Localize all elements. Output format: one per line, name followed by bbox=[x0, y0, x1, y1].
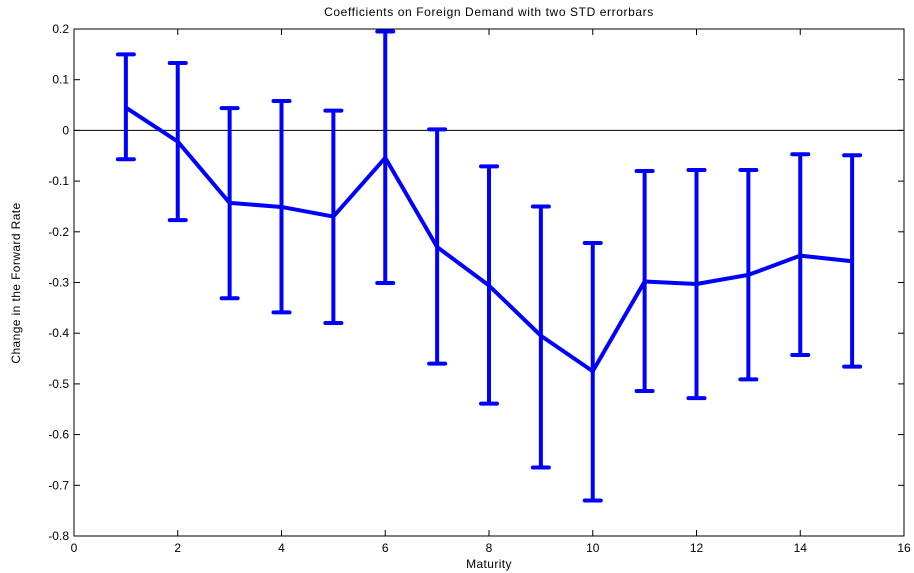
series-group bbox=[124, 105, 854, 374]
data-point bbox=[539, 334, 543, 338]
x-tick-label: 4 bbox=[278, 541, 285, 555]
data-point bbox=[280, 205, 283, 209]
x-tick-label: 10 bbox=[586, 541, 600, 555]
y-tick-label: -0.5 bbox=[48, 377, 69, 391]
y-tick-label: 0 bbox=[62, 123, 69, 137]
data-point bbox=[124, 106, 128, 110]
data-point bbox=[746, 273, 750, 277]
axis-tick-labels: 0 2 4 6 8 10 12 14 16 0.2 0.1 0 -0.1 -0.2 -0.3 -0.4 -0.5… bbox=[48, 22, 911, 555]
data-point bbox=[228, 201, 232, 205]
x-tick-label: 12 bbox=[690, 541, 704, 555]
y-tick-label: -0.2 bbox=[48, 225, 69, 239]
data-point bbox=[435, 245, 439, 249]
chart-title: Coefficients on Foreign Demand with two … bbox=[324, 5, 654, 19]
data-point bbox=[331, 215, 335, 219]
x-tick-label: 8 bbox=[486, 541, 493, 555]
y-axis-label: Change in the Forward Rate bbox=[9, 202, 23, 363]
data-point bbox=[643, 279, 647, 283]
y-tick-label: 0.2 bbox=[52, 22, 69, 36]
x-tick-label: 14 bbox=[794, 541, 808, 555]
x-axis-label: Maturity bbox=[466, 557, 512, 571]
data-point bbox=[798, 254, 802, 258]
data-point bbox=[591, 369, 595, 373]
y-tick-label: -0.8 bbox=[48, 529, 69, 543]
x-tick-label: 16 bbox=[897, 541, 911, 555]
y-tick-label: -0.1 bbox=[48, 174, 69, 188]
x-tick-label: 6 bbox=[382, 541, 389, 555]
y-tick-label: -0.6 bbox=[48, 428, 69, 442]
y-tick-label: 0.1 bbox=[52, 73, 69, 87]
data-point bbox=[850, 259, 854, 263]
data-point bbox=[383, 156, 387, 160]
y-tick-label: -0.4 bbox=[48, 326, 69, 340]
x-tick-label: 0 bbox=[71, 541, 78, 555]
data-point bbox=[176, 140, 180, 144]
y-tick-label: -0.7 bbox=[48, 478, 69, 492]
data-point bbox=[487, 284, 491, 288]
y-tick-label: -0.3 bbox=[48, 276, 69, 290]
data-point bbox=[695, 282, 698, 286]
axis-ticks bbox=[73, 28, 905, 537]
x-tick-label: 2 bbox=[174, 541, 181, 555]
